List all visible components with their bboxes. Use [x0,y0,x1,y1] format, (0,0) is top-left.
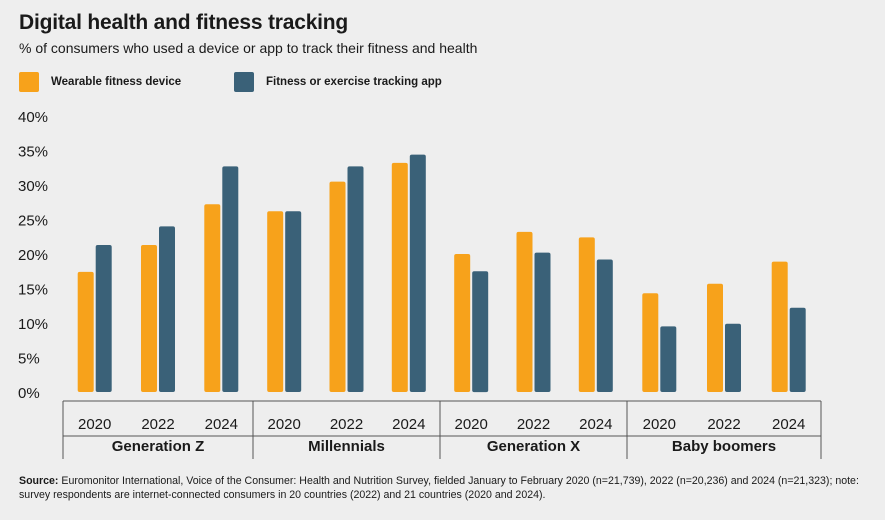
bar-app [222,166,239,392]
x-group-label: Generation X [487,438,580,455]
bar-wearable [454,254,471,392]
legend-label-wearable: Wearable fitness device [51,76,182,88]
x-tick-label-year: 2024 [579,416,612,433]
y-tick-label: 15% [18,282,48,299]
x-tick-label-year: 2024 [772,416,805,433]
bar-app [95,245,112,392]
y-tick-label: 25% [18,213,48,230]
bar-app [534,252,551,392]
bar-app [596,259,613,392]
x-tick-label-year: 2020 [643,416,676,433]
y-tick-label: 5% [18,351,40,368]
source-note: Source: Euromonitor International, Voice… [19,474,869,502]
x-group-label: Generation Z [112,438,205,455]
legend-item-app: Fitness or exercise tracking app [234,72,442,92]
x-tick-label-year: 2020 [268,416,301,433]
bar-app [409,154,426,392]
bar-wearable [516,231,533,392]
bar-app [725,323,741,392]
bar-app [472,271,489,393]
legend-swatch-app [234,72,254,92]
x-tick-label-year: 2024 [392,416,425,433]
bar-wearable [77,271,94,392]
x-tick-label-year: 2022 [141,416,174,433]
source-text: Euromonitor International, Voice of the … [19,475,859,501]
chart-subtitle: % of consumers who used a device or app … [19,40,478,56]
bar-wearable [578,237,595,392]
legend-label-app: Fitness or exercise tracking app [266,76,442,88]
y-tick-label: 10% [18,316,48,333]
y-tick-label: 40% [18,109,48,126]
bar-wearable [707,283,723,392]
bar-wearable [329,181,346,392]
x-tick-label-year: 2022 [517,416,550,433]
bar-app [285,211,302,392]
x-group-label: Millennials [308,438,385,455]
bar-wearable [141,245,157,392]
chart-title: Digital health and fitness tracking [19,11,349,34]
x-group-label: Baby boomers [672,438,776,455]
bar-app [159,226,175,392]
y-tick-label: 20% [18,247,48,264]
x-tick-label-year: 2022 [330,416,363,433]
y-tick-label: 35% [18,144,48,161]
x-tick-label-year: 2020 [78,416,111,433]
bar-wearable [267,211,284,392]
y-tick-label: 30% [18,178,48,195]
source-label: Source: [19,475,59,487]
y-tick-label: 0% [18,385,40,402]
x-tick-label-year: 2024 [205,416,238,433]
x-tick-label-year: 2020 [455,416,488,433]
legend-swatch-wearable [19,72,39,92]
bar-chart: 0%5%10%15%20%25%30%35%40%2020 2022 2024Gen… [18,109,822,459]
bar-wearable [642,293,659,392]
bar-app [347,166,364,392]
legend-item-wearable: Wearable fitness device [19,72,181,92]
bar-wearable [771,261,788,392]
x-tick-label-year: 2022 [707,416,740,433]
bar-app [789,307,806,392]
bar-wearable [391,162,408,392]
bar-app [660,326,677,392]
bar-wearable [204,204,221,392]
